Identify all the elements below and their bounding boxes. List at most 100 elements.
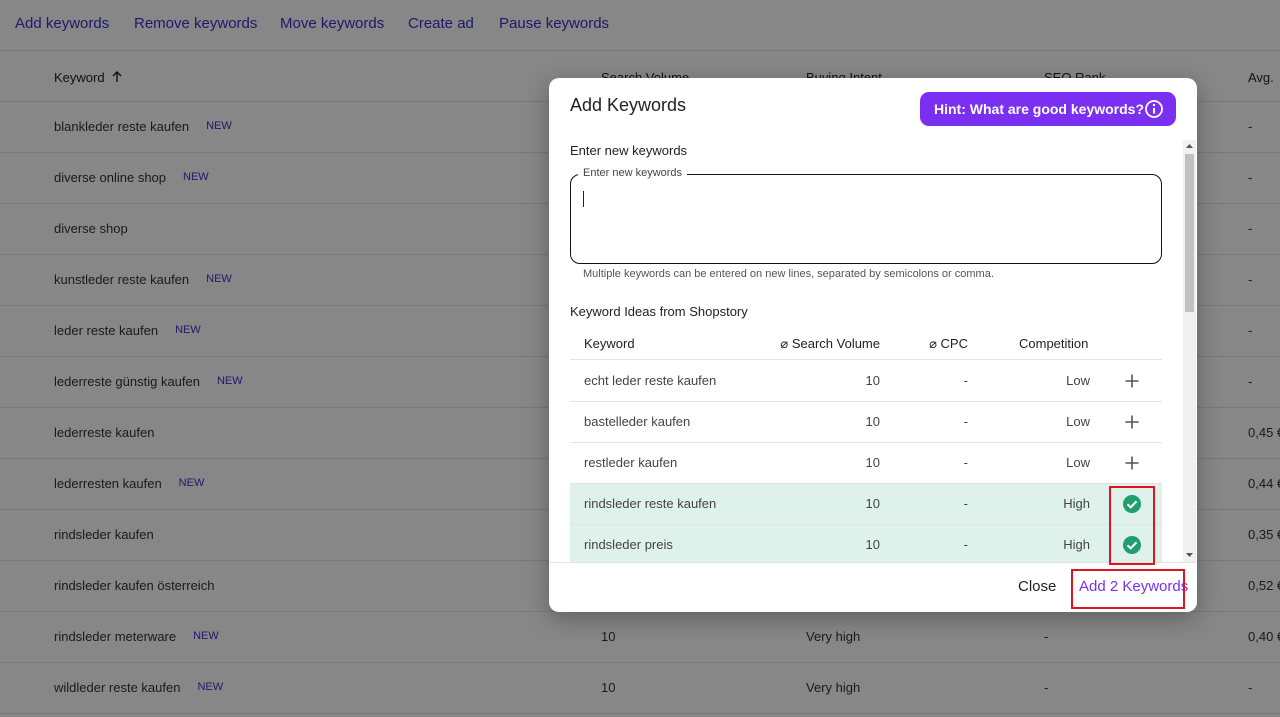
- scroll-down[interactable]: [1185, 552, 1194, 558]
- idea-row[interactable]: restleder kaufen 10 - Low: [570, 443, 1162, 484]
- column-header[interactable]: Avg.: [1248, 70, 1274, 85]
- dialog-content: Enter new keywords Enter new keywords Mu…: [549, 140, 1197, 562]
- keyword-cell[interactable]: wildleder reste kaufen: [54, 680, 181, 695]
- new-badge: NEW: [216, 375, 243, 387]
- keyword-cell[interactable]: diverse online shop: [54, 170, 167, 185]
- idea-cpc: -: [963, 496, 968, 511]
- volume-cell: 10: [601, 680, 616, 695]
- scrollbar-thumb[interactable]: [1185, 154, 1194, 312]
- ideas-header: ⌀ CPC: [929, 336, 968, 351]
- keyword-cell[interactable]: leder reste kaufen: [54, 323, 159, 338]
- keyword-cell[interactable]: kunstleder reste kaufen: [54, 272, 190, 287]
- avg-cell: -: [1248, 170, 1253, 185]
- toolbar-link[interactable]: Move keywords: [280, 15, 385, 32]
- new-badge: NEW: [178, 477, 205, 489]
- highlight-box: [1071, 569, 1185, 609]
- add-button[interactable]: Add 2 Keywords: [1079, 578, 1189, 595]
- hint-label: Hint: What are good keywords?: [934, 101, 1145, 117]
- text-cursor: [583, 191, 584, 207]
- new-badge: NEW: [183, 171, 209, 183]
- idea-cpc: -: [963, 455, 968, 470]
- new-badge: NEW: [206, 120, 232, 132]
- keyword-cell[interactable]: rindsleder kaufen: [54, 527, 154, 542]
- added-check[interactable]: [1122, 494, 1142, 514]
- toolbar-link[interactable]: Create ad: [408, 15, 474, 32]
- idea-volume: 10: [865, 455, 880, 470]
- add-icon[interactable]: [1122, 412, 1142, 432]
- idea-cpc: -: [963, 414, 968, 429]
- seo-cell: -: [1044, 629, 1049, 644]
- ideas-header: Keyword: [584, 336, 635, 351]
- row-divider: [0, 662, 1280, 663]
- idea-competition: Low: [1066, 455, 1090, 470]
- idea-row[interactable]: rindsleder preis 10 - High: [570, 525, 1162, 562]
- new-badge: NEW: [206, 273, 232, 285]
- avg-cell: 0,45 €: [1248, 425, 1280, 440]
- hint-button[interactable]: Hint: What are good keywords?: [920, 92, 1176, 126]
- add-icon[interactable]: [1122, 371, 1142, 391]
- row-divider: [0, 713, 1280, 714]
- keyword-cell[interactable]: diverse shop: [54, 221, 128, 236]
- idea-competition: High: [1063, 496, 1090, 511]
- avg-cell: -: [1248, 221, 1253, 236]
- textarea-legend: Enter new keywords: [578, 167, 688, 179]
- keyword-cell[interactable]: blankleder reste kaufen: [54, 119, 190, 134]
- idea-volume: 10: [865, 373, 880, 388]
- column-header[interactable]: Keyword: [54, 70, 105, 85]
- seo-cell: -: [1044, 680, 1049, 695]
- idea-row[interactable]: bastelleder kaufen 10 - Low: [570, 402, 1162, 443]
- avg-cell: 0,44 €: [1248, 476, 1280, 491]
- dialog-title: Add Keywords: [570, 95, 687, 115]
- idea-volume: 10: [865, 414, 880, 429]
- keyword-textarea[interactable]: Enter new keywords: [570, 167, 1162, 264]
- keyword-cell[interactable]: rindsleder kaufen österreich: [54, 578, 215, 593]
- keyword-cell[interactable]: lederreste günstig kaufen: [54, 374, 200, 389]
- new-badge: NEW: [197, 681, 224, 693]
- close-button[interactable]: Close: [1018, 578, 1057, 595]
- intent-cell: Very high: [806, 629, 861, 644]
- idea-keyword: rindsleder preis: [584, 537, 673, 552]
- footer-divider: [549, 562, 1197, 563]
- idea-volume: 10: [865, 537, 880, 552]
- toolbar: Add keywords Remove keywords Move keywords…: [0, 0, 1280, 51]
- scrollbar[interactable]: [1183, 140, 1196, 562]
- idea-cpc: -: [963, 373, 968, 388]
- idea-competition: High: [1063, 537, 1090, 552]
- toolbar-link[interactable]: Remove keywords: [134, 15, 258, 32]
- avg-cell: 0,52 €: [1248, 578, 1280, 593]
- avg-cell: -: [1248, 272, 1253, 287]
- keyword-cell[interactable]: lederresten kaufen: [54, 476, 162, 491]
- avg-cell: 0,35 €: [1248, 527, 1280, 542]
- ideas-title: Keyword Ideas from Shopstory: [570, 304, 748, 319]
- idea-competition: Low: [1066, 373, 1090, 388]
- avg-cell: -: [1248, 323, 1253, 338]
- add-icon[interactable]: [1122, 453, 1142, 473]
- added-check[interactable]: [1122, 535, 1142, 555]
- keyword-cell[interactable]: rindsleder meterware: [54, 629, 177, 644]
- header-divider: [570, 359, 1162, 360]
- avg-cell: -: [1248, 119, 1253, 134]
- idea-keyword: rindsleder reste kaufen: [584, 496, 717, 511]
- ideas-header: Competition: [1019, 336, 1089, 351]
- avg-cell: 0,40 €: [1248, 629, 1280, 644]
- ideas-header: ⌀ Search Volume: [780, 336, 880, 351]
- idea-volume: 10: [865, 496, 880, 511]
- avg-cell: -: [1248, 374, 1253, 389]
- keyword-cell[interactable]: lederreste kaufen: [54, 425, 155, 440]
- toolbar-link[interactable]: Pause keywords: [499, 15, 610, 32]
- idea-row[interactable]: rindsleder reste kaufen 10 - High: [570, 484, 1162, 525]
- scroll-up[interactable]: [1185, 143, 1194, 149]
- idea-keyword: echt leder reste kaufen: [584, 373, 717, 388]
- add-keywords-dialog: Add Keywords Hint: What are good keyword…: [549, 78, 1197, 612]
- avg-cell: -: [1248, 680, 1253, 695]
- idea-keyword: bastelleder kaufen: [584, 414, 691, 429]
- idea-keyword: restleder kaufen: [584, 455, 678, 470]
- idea-cpc: -: [963, 537, 968, 552]
- idea-row[interactable]: echt leder reste kaufen 10 - Low: [570, 361, 1162, 402]
- new-badge: NEW: [175, 324, 201, 336]
- sort-arrow[interactable]: [111, 71, 123, 83]
- toolbar-link[interactable]: Add keywords: [15, 15, 110, 32]
- input-label: Enter new keywords: [570, 143, 688, 158]
- idea-competition: Low: [1066, 414, 1090, 429]
